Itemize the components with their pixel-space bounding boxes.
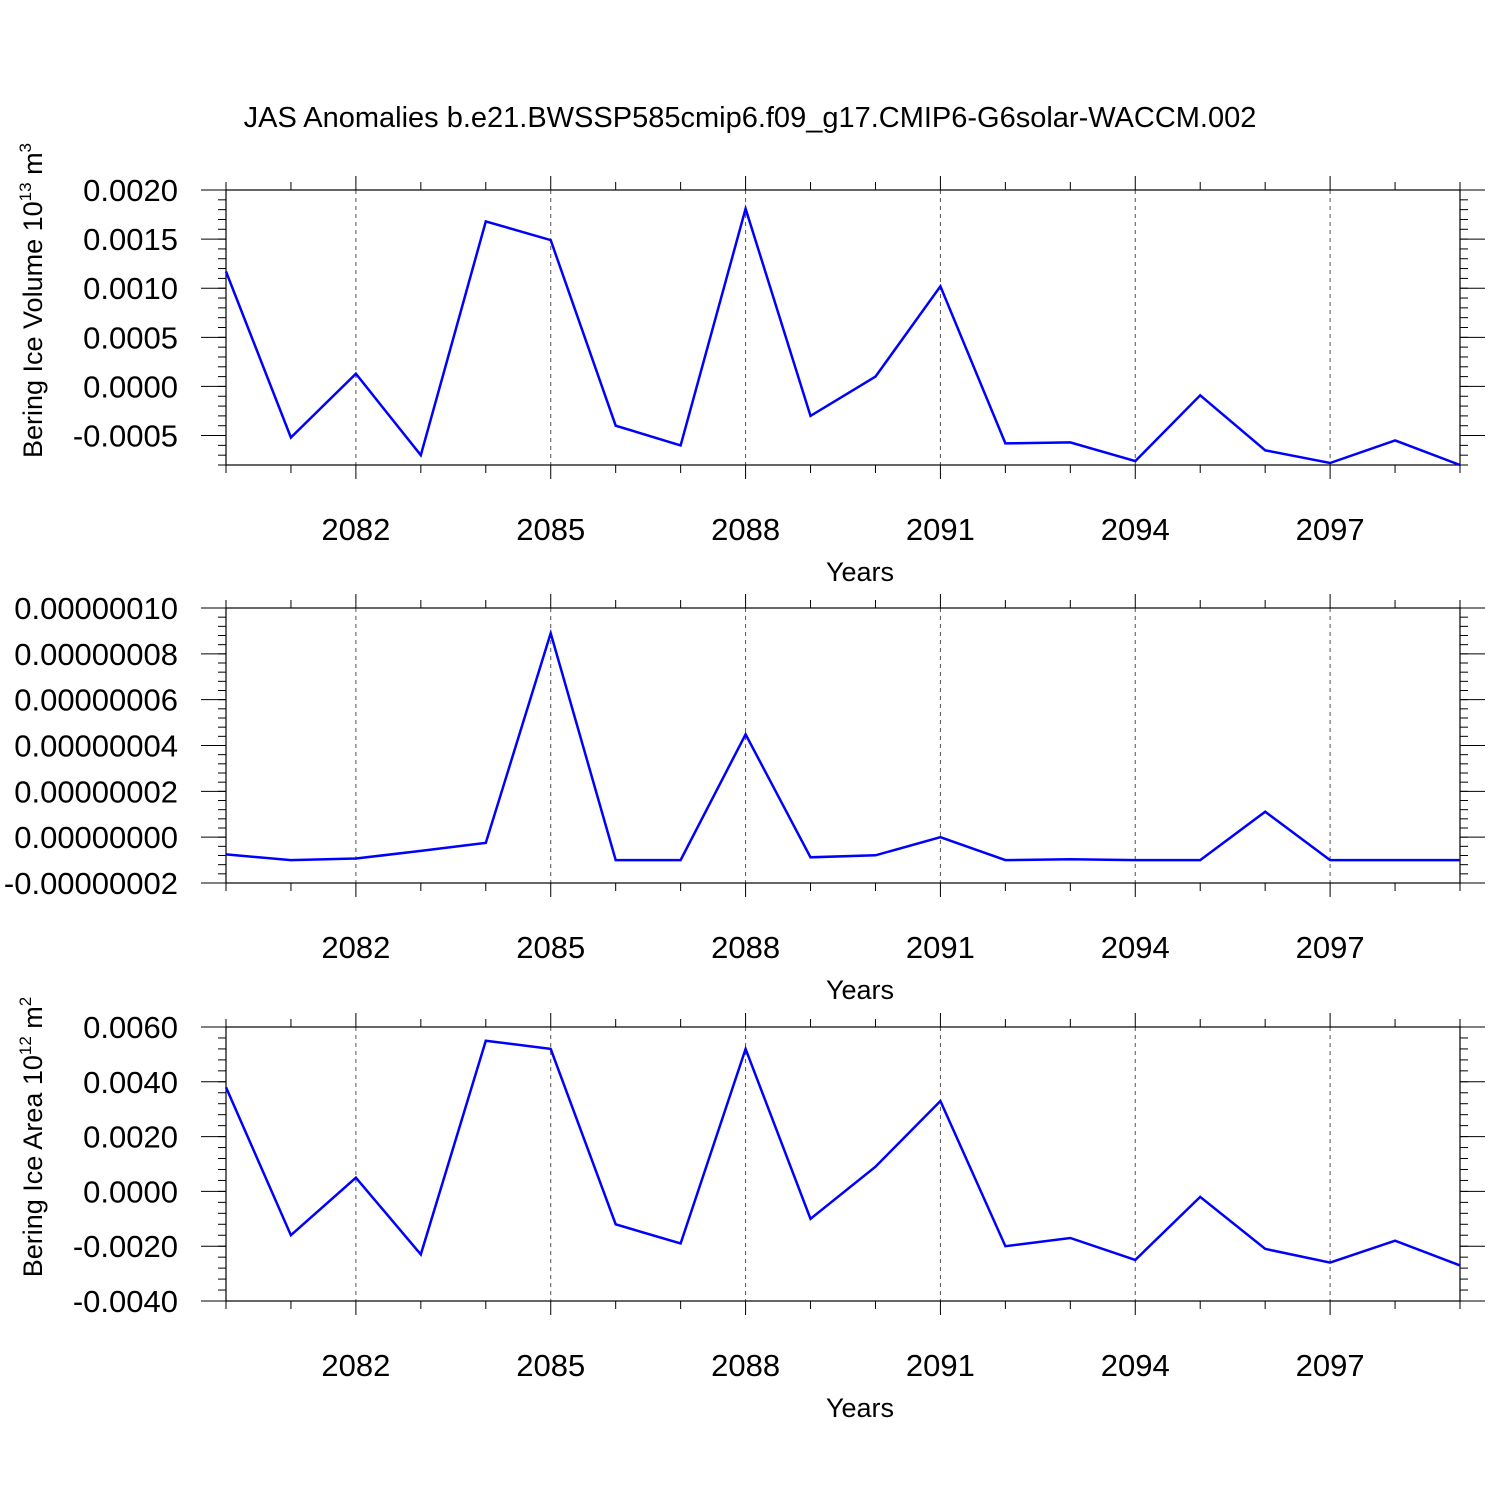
x-tick-label: 2088 [711, 930, 780, 965]
plot-frame [225, 1026, 1461, 1302]
x-tick-label: 2094 [1101, 930, 1170, 965]
y-axis-label: Bering Ice Area 1012 m2 [16, 997, 48, 1278]
y-tick-label: 0.0005 [83, 320, 178, 355]
x-axis-label: Years [826, 1393, 894, 1423]
x-tick-label: 2094 [1101, 512, 1170, 547]
figure-title: JAS Anomalies b.e21.BWSSP585cmip6.f09_g1… [244, 102, 1257, 134]
y-tick-label: -0.0040 [73, 1284, 178, 1319]
chart-panel-3: -0.0040 -0.0020 0.0000 0.0020 0.0040 0.0060 20… [16, 997, 1485, 1423]
x-tick-label: 2088 [711, 1348, 780, 1383]
series-line [225, 628, 1460, 862]
y-tick-label: -0.00000002 [4, 866, 178, 901]
x-tick-label: 2088 [711, 512, 780, 547]
plot-frame [225, 607, 1461, 884]
series-line [224, 1039, 1461, 1267]
y-tick-label: -0.0020 [73, 1229, 178, 1264]
y-tick-label: 0.00000000 [14, 820, 178, 855]
y-tick-label: 0.00000006 [14, 683, 178, 718]
x-tick-label: 2085 [516, 512, 585, 547]
x-tick-label: 2091 [906, 930, 975, 965]
y-tick-label: 0.00000008 [14, 637, 178, 672]
x-tick-label: 2085 [516, 930, 585, 965]
chart-panel-1: -0.0005 0.0000 0.0005 0.0010 0.0015 0.0020 208… [16, 143, 1485, 587]
panels: -0.0005 0.0000 0.0005 0.0010 0.0015 0.0020 208… [4, 143, 1485, 1423]
x-tick-label: 2094 [1101, 1348, 1170, 1383]
y-tick-label: 0.00000004 [14, 729, 178, 764]
x-axis-label: Years [826, 557, 894, 587]
y-tick-label: 0.0020 [83, 173, 178, 208]
x-tick-label: 2082 [321, 512, 390, 547]
y-axis-label: Bering Ice Volume 1013 m3 [16, 143, 48, 458]
x-tick-label: 2082 [321, 1348, 390, 1383]
y-tick-label: 0.0000 [83, 1174, 178, 1209]
x-tick-label: 2097 [1296, 512, 1365, 547]
x-tick-label: 2091 [906, 1348, 975, 1383]
plot-frame [225, 189, 1461, 466]
x-tick-label: 2082 [321, 930, 390, 965]
x-tick-label: 2097 [1296, 1348, 1365, 1383]
y-tick-label: 0.0015 [83, 222, 178, 257]
y-tick-label: 0.00000002 [14, 774, 178, 809]
y-tick-label: 0.0010 [83, 271, 178, 306]
x-tick-label: 2085 [516, 1348, 585, 1383]
y-tick-label: 0.0000 [83, 369, 178, 404]
x-tick-label: 2091 [906, 512, 975, 547]
x-axis-label: Years [826, 975, 894, 1005]
y-tick-label: 0.0040 [83, 1065, 178, 1100]
y-tick-label: 0.0020 [83, 1120, 178, 1155]
y-tick-label: -0.0005 [73, 419, 178, 454]
series-line [224, 204, 1461, 467]
y-tick-label: 0.00000010 [14, 591, 178, 626]
x-tick-label: 2097 [1296, 930, 1365, 965]
y-tick-label: 0.0060 [83, 1010, 178, 1045]
chart-panel-2: -0.00000002 0.00000000 0.00000002 0.0000000… [4, 591, 1485, 1005]
